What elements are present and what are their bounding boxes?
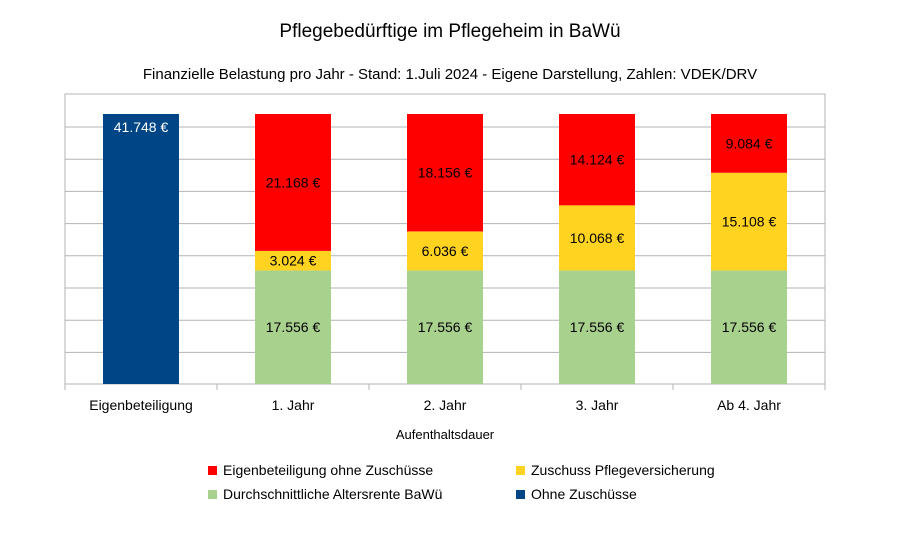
data-label: 14.124 € [570, 152, 625, 168]
x-tick-label: 2. Jahr [424, 397, 467, 413]
bar-eigenbeteiligung-ohne-zusch-sse [255, 114, 331, 251]
data-label: 15.108 € [722, 214, 777, 230]
bar-durchschnittliche-altersrente-baw [559, 270, 635, 384]
x-tick-label: 3. Jahr [576, 397, 619, 413]
bar-durchschnittliche-altersrente-baw [255, 270, 331, 384]
legend-label: Zuschuss Pflegeversicherung [531, 462, 715, 478]
legend-label: Eigenbeteiligung ohne Zuschüsse [223, 462, 434, 478]
x-tick-label: Eigenbeteiligung [89, 397, 193, 413]
legend-label: Ohne Zuschüsse [531, 486, 637, 502]
legend-swatch [516, 465, 525, 475]
data-label: 41.748 € [114, 119, 169, 135]
data-label: 17.556 € [418, 319, 473, 335]
data-label: 17.556 € [722, 319, 777, 335]
chart-subtitle: Finanzielle Belastung pro Jahr - Stand: … [142, 66, 758, 83]
bar-zuschuss-pflegeversicherung [711, 172, 787, 271]
legend-item-durchschnittliche-altersrente-baw: Durchschnittliche Altersrente BaWü [208, 486, 442, 502]
bar-zuschuss-pflegeversicherung [407, 231, 483, 271]
legend-item-ohne-zusch-sse: Ohne Zuschüsse [516, 486, 637, 502]
legend-item-zuschuss-pflegeversicherung: Zuschuss Pflegeversicherung [516, 462, 715, 478]
data-label: 3.024 € [270, 253, 317, 269]
x-tick-label: Ab 4. Jahr [717, 397, 781, 413]
x-axis-title: Aufenthaltsdauer [396, 427, 495, 442]
legend-swatch [208, 465, 217, 475]
legend-swatch [516, 489, 525, 499]
data-label: 10.068 € [570, 230, 625, 246]
bar-ohne-zusch-sse [103, 114, 179, 384]
bar-eigenbeteiligung-ohne-zusch-sse [559, 114, 635, 206]
chart-title: Pflegebedürftige im Pflegeheim in BaWü [279, 21, 621, 42]
bar-eigenbeteiligung-ohne-zusch-sse [711, 114, 787, 173]
bar-zuschuss-pflegeversicherung [559, 205, 635, 271]
data-label: 9.084 € [726, 135, 773, 151]
data-label: 17.556 € [266, 319, 321, 335]
bar-durchschnittliche-altersrente-baw [711, 270, 787, 384]
x-tick-label: 1. Jahr [272, 397, 315, 413]
legend-swatch [208, 489, 217, 499]
data-label: 6.036 € [422, 243, 469, 259]
data-label: 18.156 € [418, 165, 473, 181]
bar-zuschuss-pflegeversicherung [255, 250, 331, 271]
bar-durchschnittliche-altersrente-baw [407, 270, 483, 384]
data-label: 21.168 € [266, 174, 321, 190]
legend-item-eigenbeteiligung-ohne-zusch-sse: Eigenbeteiligung ohne Zuschüsse [208, 462, 433, 478]
data-label: 17.556 € [570, 319, 625, 335]
bar-eigenbeteiligung-ohne-zusch-sse [407, 114, 483, 232]
legend-label: Durchschnittliche Altersrente BaWü [223, 486, 443, 502]
